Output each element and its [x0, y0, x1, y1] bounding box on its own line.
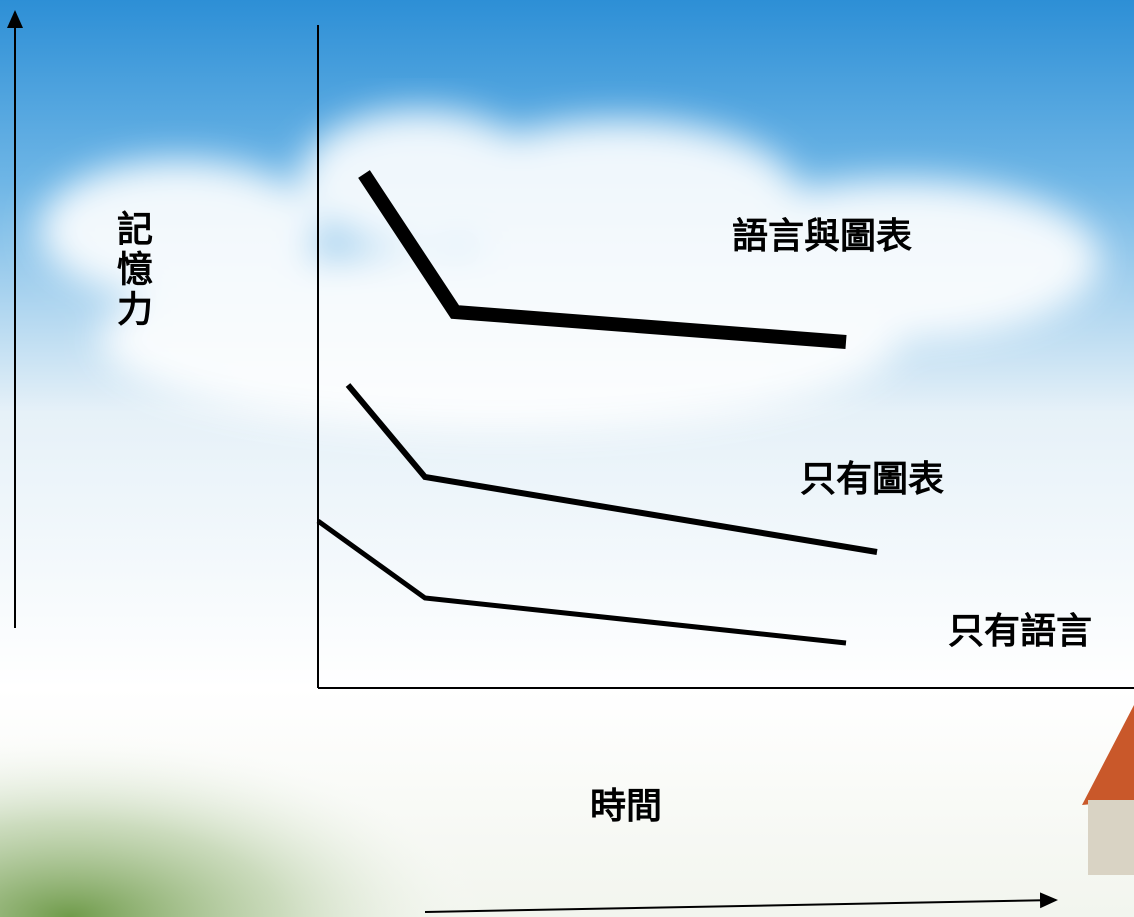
hills — [0, 600, 700, 917]
clouds — [40, 110, 1100, 430]
line-label: 只有語言 — [948, 610, 1092, 652]
castle — [1082, 705, 1134, 875]
line-label: 語言與圖表 — [732, 215, 912, 257]
line-label: 只有圖表 — [800, 458, 944, 500]
x-label: 時間 — [590, 785, 662, 827]
curve-words — [316, 518, 847, 646]
x-arrow — [424, 892, 1058, 913]
curve-chart — [345, 383, 878, 555]
y-label: 記憶力 — [111, 210, 153, 330]
curve-both — [358, 170, 847, 349]
